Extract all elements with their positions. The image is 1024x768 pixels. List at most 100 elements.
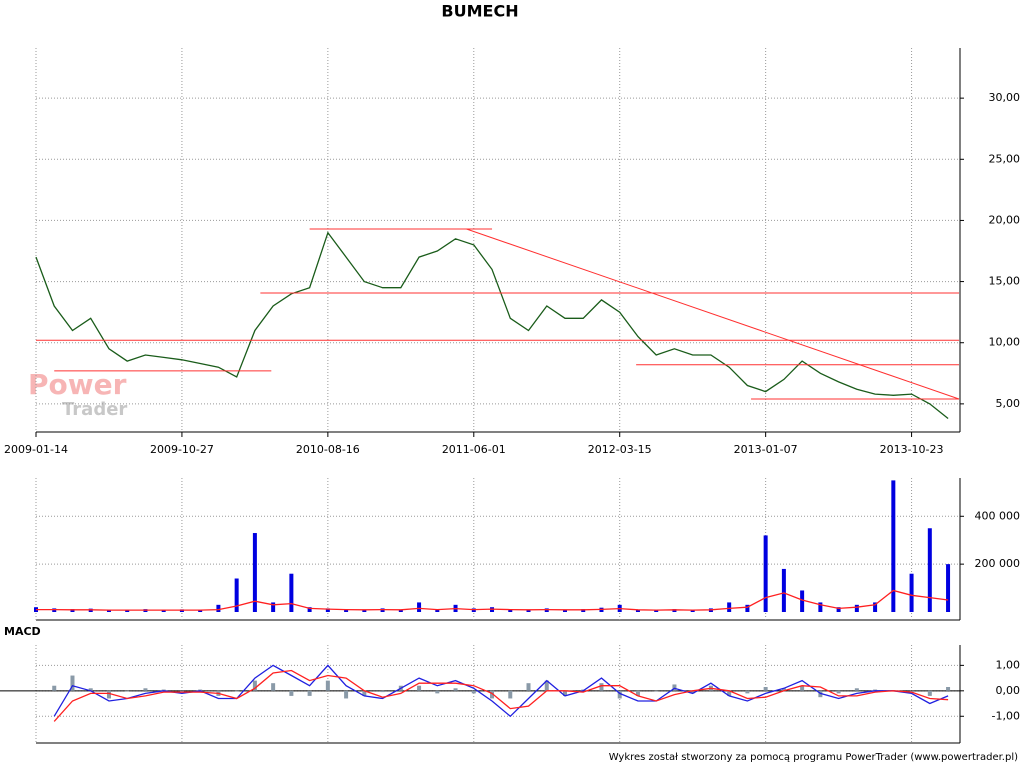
bar xyxy=(727,690,732,696)
y-tick-label: 5,00 xyxy=(996,397,1021,410)
bar xyxy=(508,690,513,699)
watermark: Power xyxy=(28,368,127,401)
series-line xyxy=(53,669,949,722)
bar xyxy=(800,685,805,691)
x-tick-label: 2012-03-15 xyxy=(588,443,652,456)
bar xyxy=(398,609,403,612)
bar xyxy=(106,609,111,612)
bar xyxy=(289,690,294,696)
bar xyxy=(526,609,531,612)
bar xyxy=(125,609,130,612)
bar xyxy=(252,680,257,691)
x-tick-label: 2013-01-07 xyxy=(734,443,798,456)
bar xyxy=(745,690,750,694)
bar xyxy=(727,602,732,612)
bar xyxy=(873,602,878,612)
footer: Wykres został stworzony za pomocą progra… xyxy=(609,752,1018,763)
y-tick-label: 1,00 xyxy=(996,658,1021,671)
bar xyxy=(471,690,476,694)
bar xyxy=(562,690,567,696)
bar xyxy=(854,688,859,691)
bar xyxy=(234,578,239,612)
bar xyxy=(125,690,130,692)
bar xyxy=(544,680,549,691)
x-tick-label: 2009-10-27 xyxy=(150,443,214,456)
bar xyxy=(88,688,93,691)
bar xyxy=(654,609,659,612)
bar xyxy=(198,609,203,612)
bar xyxy=(690,690,695,694)
chart-title: BUMECH xyxy=(441,2,518,21)
x-tick-label: 2011-06-01 xyxy=(442,443,506,456)
bar xyxy=(690,609,695,612)
bar xyxy=(234,690,239,692)
y-tick-label: 200 000 xyxy=(975,557,1021,570)
bar xyxy=(362,609,367,612)
panel-title: MACD xyxy=(4,625,41,638)
bar xyxy=(490,690,495,699)
bar xyxy=(946,687,951,691)
bar xyxy=(508,609,513,612)
bar xyxy=(216,604,221,612)
bar xyxy=(854,604,859,612)
bar xyxy=(909,573,914,612)
bar xyxy=(307,607,312,612)
bar xyxy=(526,683,531,691)
bar xyxy=(581,609,586,612)
bar xyxy=(800,590,805,612)
bar xyxy=(927,690,932,696)
bar xyxy=(599,683,604,691)
x-tick-label: 2009-01-14 xyxy=(4,443,68,456)
y-tick-label: 30,00 xyxy=(989,91,1021,104)
bar xyxy=(344,690,349,699)
bar xyxy=(362,690,367,696)
y-tick-label: 20,00 xyxy=(989,213,1021,226)
bar xyxy=(635,609,640,612)
bar xyxy=(836,690,841,694)
bar xyxy=(453,688,458,691)
bar xyxy=(781,688,786,691)
bar xyxy=(946,564,951,612)
bar xyxy=(70,609,75,612)
y-tick-label: 10,00 xyxy=(989,336,1021,349)
bar xyxy=(781,568,786,612)
x-tick-label: 2010-08-16 xyxy=(296,443,360,456)
bar xyxy=(344,609,349,612)
bar xyxy=(417,685,422,691)
bar xyxy=(745,604,750,612)
y-tick-label: -1,00 xyxy=(992,709,1020,722)
series-line xyxy=(35,231,949,420)
bar xyxy=(927,528,932,612)
bar xyxy=(289,573,294,612)
bar xyxy=(52,685,57,691)
bar xyxy=(635,690,640,696)
bar xyxy=(161,609,166,612)
series-line xyxy=(36,589,949,611)
bar xyxy=(435,609,440,612)
bar xyxy=(106,690,111,699)
y-tick-label: 0,00 xyxy=(996,684,1021,697)
bar xyxy=(307,690,312,696)
y-tick-label: 25,00 xyxy=(989,152,1021,165)
bar xyxy=(818,602,823,612)
bar xyxy=(417,602,422,612)
y-tick-label: 15,00 xyxy=(989,275,1021,288)
bar xyxy=(763,535,768,612)
bar xyxy=(271,602,276,612)
bar xyxy=(325,680,330,691)
bar xyxy=(562,609,567,612)
bar xyxy=(763,687,768,691)
y-tick-label: 400 000 xyxy=(975,509,1021,522)
bar xyxy=(617,690,622,699)
bar xyxy=(380,690,385,693)
bar xyxy=(325,608,330,612)
trend-line xyxy=(466,228,960,400)
bar xyxy=(672,609,677,612)
x-tick-label: 2013-10-23 xyxy=(880,443,944,456)
bar xyxy=(435,690,440,694)
bar xyxy=(836,607,841,612)
bar xyxy=(271,683,276,691)
bar xyxy=(143,688,148,691)
